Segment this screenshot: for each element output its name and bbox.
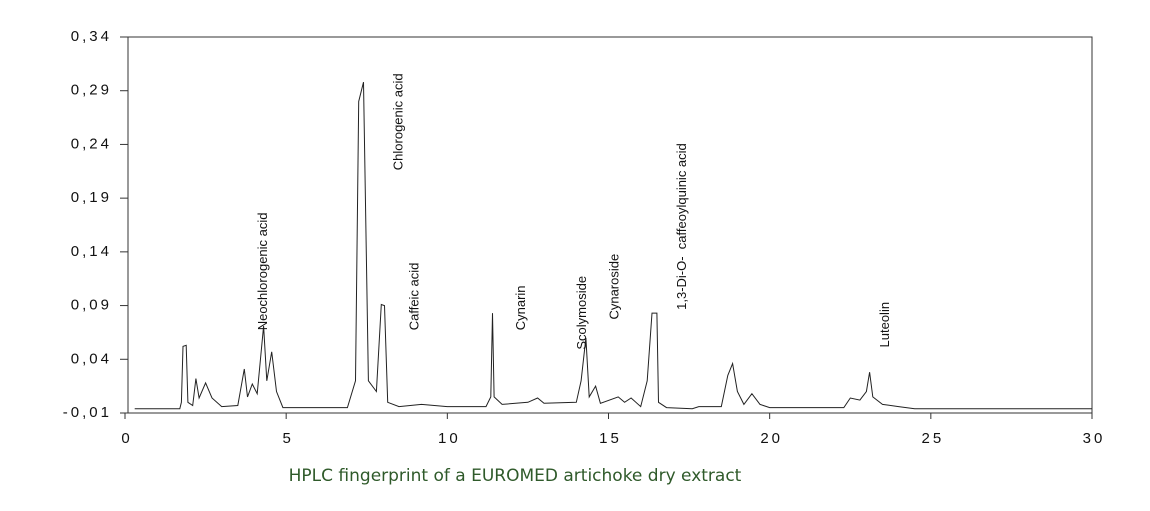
x-tick-label: 25 bbox=[921, 430, 944, 447]
peak-label: Scolymoside bbox=[574, 276, 589, 350]
y-tick-label: 0,14 bbox=[71, 243, 112, 260]
x-tick-label: 20 bbox=[760, 430, 783, 447]
trace-line bbox=[134, 81, 1092, 410]
plot-frame bbox=[127, 36, 1093, 414]
y-tick-label: 0,34 bbox=[71, 28, 112, 45]
y-tick-label: 0,29 bbox=[71, 82, 112, 99]
peak-label: Cynaroside bbox=[606, 254, 621, 320]
peak-label: Neochlorogenic acid bbox=[255, 212, 270, 330]
y-tick-label: 0,04 bbox=[71, 350, 112, 367]
x-tick-label: 30 bbox=[1083, 430, 1106, 447]
y-tick-label: 0,09 bbox=[71, 297, 112, 314]
peak-label: Caffeic acid bbox=[407, 263, 422, 331]
peak-label: Chlorogenic acid bbox=[390, 73, 405, 170]
caption: HPLC fingerprint of a EUROMED artichoke … bbox=[289, 466, 742, 486]
y-tick-label: 0,24 bbox=[71, 135, 112, 152]
x-tick-label: 5 bbox=[282, 430, 293, 447]
y-tick-label: 0,19 bbox=[71, 189, 112, 206]
x-tick-label: 0 bbox=[121, 430, 132, 447]
x-tick-label: 10 bbox=[438, 430, 461, 447]
peak-label: 1,3-Di-O- caffeoylquinic acid bbox=[674, 143, 689, 310]
y-tick-label: -0,01 bbox=[63, 404, 112, 421]
peak-label: Cynarin bbox=[513, 285, 528, 330]
x-tick-label: 15 bbox=[599, 430, 622, 447]
peak-label: Luteolin bbox=[877, 302, 892, 348]
